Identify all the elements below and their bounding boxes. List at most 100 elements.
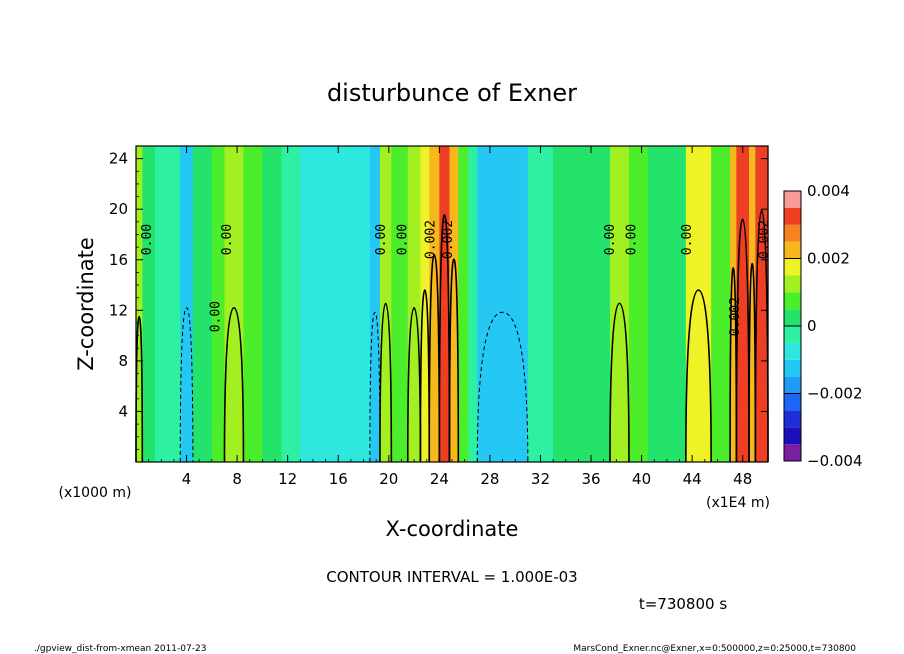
contour-label: 0.00: [624, 224, 639, 255]
field-column-28: [647, 146, 687, 462]
colorbar-swatch-15: [784, 191, 801, 208]
colorbar-tick-label: 0.002: [807, 250, 850, 268]
contour-line-12: [369, 311, 381, 463]
colorbar-swatch-14: [784, 207, 801, 225]
contour-line-34: [754, 209, 769, 463]
field-column-10: [300, 146, 352, 462]
contour-line-6: [223, 306, 245, 463]
contour-label: 0.00: [208, 301, 223, 332]
colorbar-swatch-10: [784, 275, 801, 293]
colorbar-swatch-2: [784, 410, 801, 428]
field-column-7: [243, 146, 263, 462]
contour-line-15: [406, 306, 422, 463]
contour-label: 0.002: [757, 220, 772, 259]
field-column-29: [685, 146, 712, 462]
contour-line-32: [735, 218, 750, 463]
chart-title: disturbunce of Exner: [327, 79, 577, 107]
contour-lines: [135, 209, 769, 463]
contour-label: 0.002: [728, 297, 743, 336]
colorbar-tick-label: 0: [807, 317, 817, 335]
field-column-32: [736, 146, 750, 462]
field-column-5: [211, 146, 226, 462]
footer-left: ./gpview_dist-from-xmean 2011-07-23: [34, 644, 206, 654]
contour-line-17: [428, 253, 441, 463]
contour-label: 0.00: [603, 224, 618, 255]
contour-interval: CONTOUR INTERVAL = 1.000E-03: [326, 568, 577, 586]
field-column-8: [262, 146, 282, 462]
x-tick-label: 40: [632, 470, 651, 488]
y-tick-label: 20: [109, 200, 128, 218]
field-column-21: [468, 146, 478, 462]
x-tick-label: 44: [683, 470, 702, 488]
field-column-16: [420, 146, 430, 462]
colorbar-swatch-9: [784, 292, 801, 310]
field-column-14: [391, 146, 409, 462]
x-tick-label: 36: [581, 470, 600, 488]
colorbar-swatch-7: [784, 326, 801, 343]
contour-labels: 0.00 0.000.000.00 0.00 0.002 0.002 0.00 0.00 0.…: [140, 220, 772, 336]
field-column-0: [136, 146, 143, 462]
colorbar-tick-label: −0.002: [807, 385, 863, 403]
x-axis: 4 8 12 16 20 24 28 32 36 40 44 48: [148, 146, 756, 488]
colorbar: 0.004 0.002 0 −0.002 −0.004: [783, 182, 863, 470]
field-column-1: [142, 146, 156, 462]
colorbar-swatch-12: [784, 241, 801, 259]
colorbar-swatch-11: [784, 258, 801, 276]
y-axis-label: Z-coordinate: [74, 237, 98, 371]
x-tick-label: 48: [733, 470, 752, 488]
contour-label: 0.00: [374, 224, 389, 255]
field-column-27: [628, 146, 649, 462]
field-column-3: [180, 146, 194, 462]
field-column-15: [407, 146, 421, 462]
field-column-33: [749, 146, 756, 462]
field-column-11: [350, 146, 371, 462]
y-tick-label: 16: [109, 251, 128, 269]
field-column-18: [439, 146, 451, 462]
contour-label: 0.002: [423, 220, 438, 259]
colorbar-tick-label: 0.004: [807, 182, 850, 200]
x-tick-label: 16: [329, 470, 348, 488]
field-column-4: [192, 146, 213, 462]
x-tick-label: 12: [278, 470, 297, 488]
contour-line-22: [476, 311, 529, 463]
y-tick-label: 24: [109, 150, 128, 168]
y-tick-label: 4: [118, 402, 128, 420]
field-column-17: [429, 146, 440, 462]
contour-label: 0.00: [220, 224, 235, 255]
field-column-30: [711, 146, 731, 462]
contour-line-13: [379, 302, 393, 463]
colorbar-swatch-6: [784, 342, 801, 360]
contour-label: 0.00: [140, 224, 155, 255]
colorbar-tick-label: −0.004: [807, 452, 863, 470]
x-axis-label: X-coordinate: [386, 517, 519, 541]
contour-line-29: [685, 289, 712, 463]
colorbar-swatch-0: [784, 444, 801, 461]
contour-line-18: [438, 214, 451, 463]
y-tick-label: 8: [118, 352, 128, 370]
contour-line-3: [179, 307, 194, 463]
field-column-23: [527, 146, 554, 462]
x-tick-label: 28: [480, 470, 499, 488]
contour-line-19: [448, 258, 460, 463]
y-tick-label: 12: [109, 301, 128, 319]
field-column-6: [224, 146, 245, 462]
field-column-22: [477, 146, 529, 462]
field-column-31: [730, 146, 737, 462]
contour-line-26: [609, 302, 630, 463]
colorbar-swatch-8: [784, 309, 801, 326]
field-column-9: [281, 146, 301, 462]
x-unit-right: (x1E4 m): [706, 495, 770, 511]
field-column-24: [553, 146, 592, 462]
contour-label: 0.002: [441, 220, 456, 259]
field-column-12: [369, 146, 381, 462]
contour-label: 0.00: [680, 224, 695, 255]
field-column-20: [458, 146, 470, 462]
contour-label: 0.00: [395, 224, 410, 255]
x-tick-label: 8: [232, 470, 242, 488]
colorbar-swatch-5: [784, 359, 801, 377]
field-shading: [136, 146, 769, 462]
time-stamp: t=730800 s: [639, 595, 727, 613]
y-axis: 4 8 12 16 20 24: [109, 150, 768, 450]
colorbar-swatch-3: [784, 393, 801, 411]
